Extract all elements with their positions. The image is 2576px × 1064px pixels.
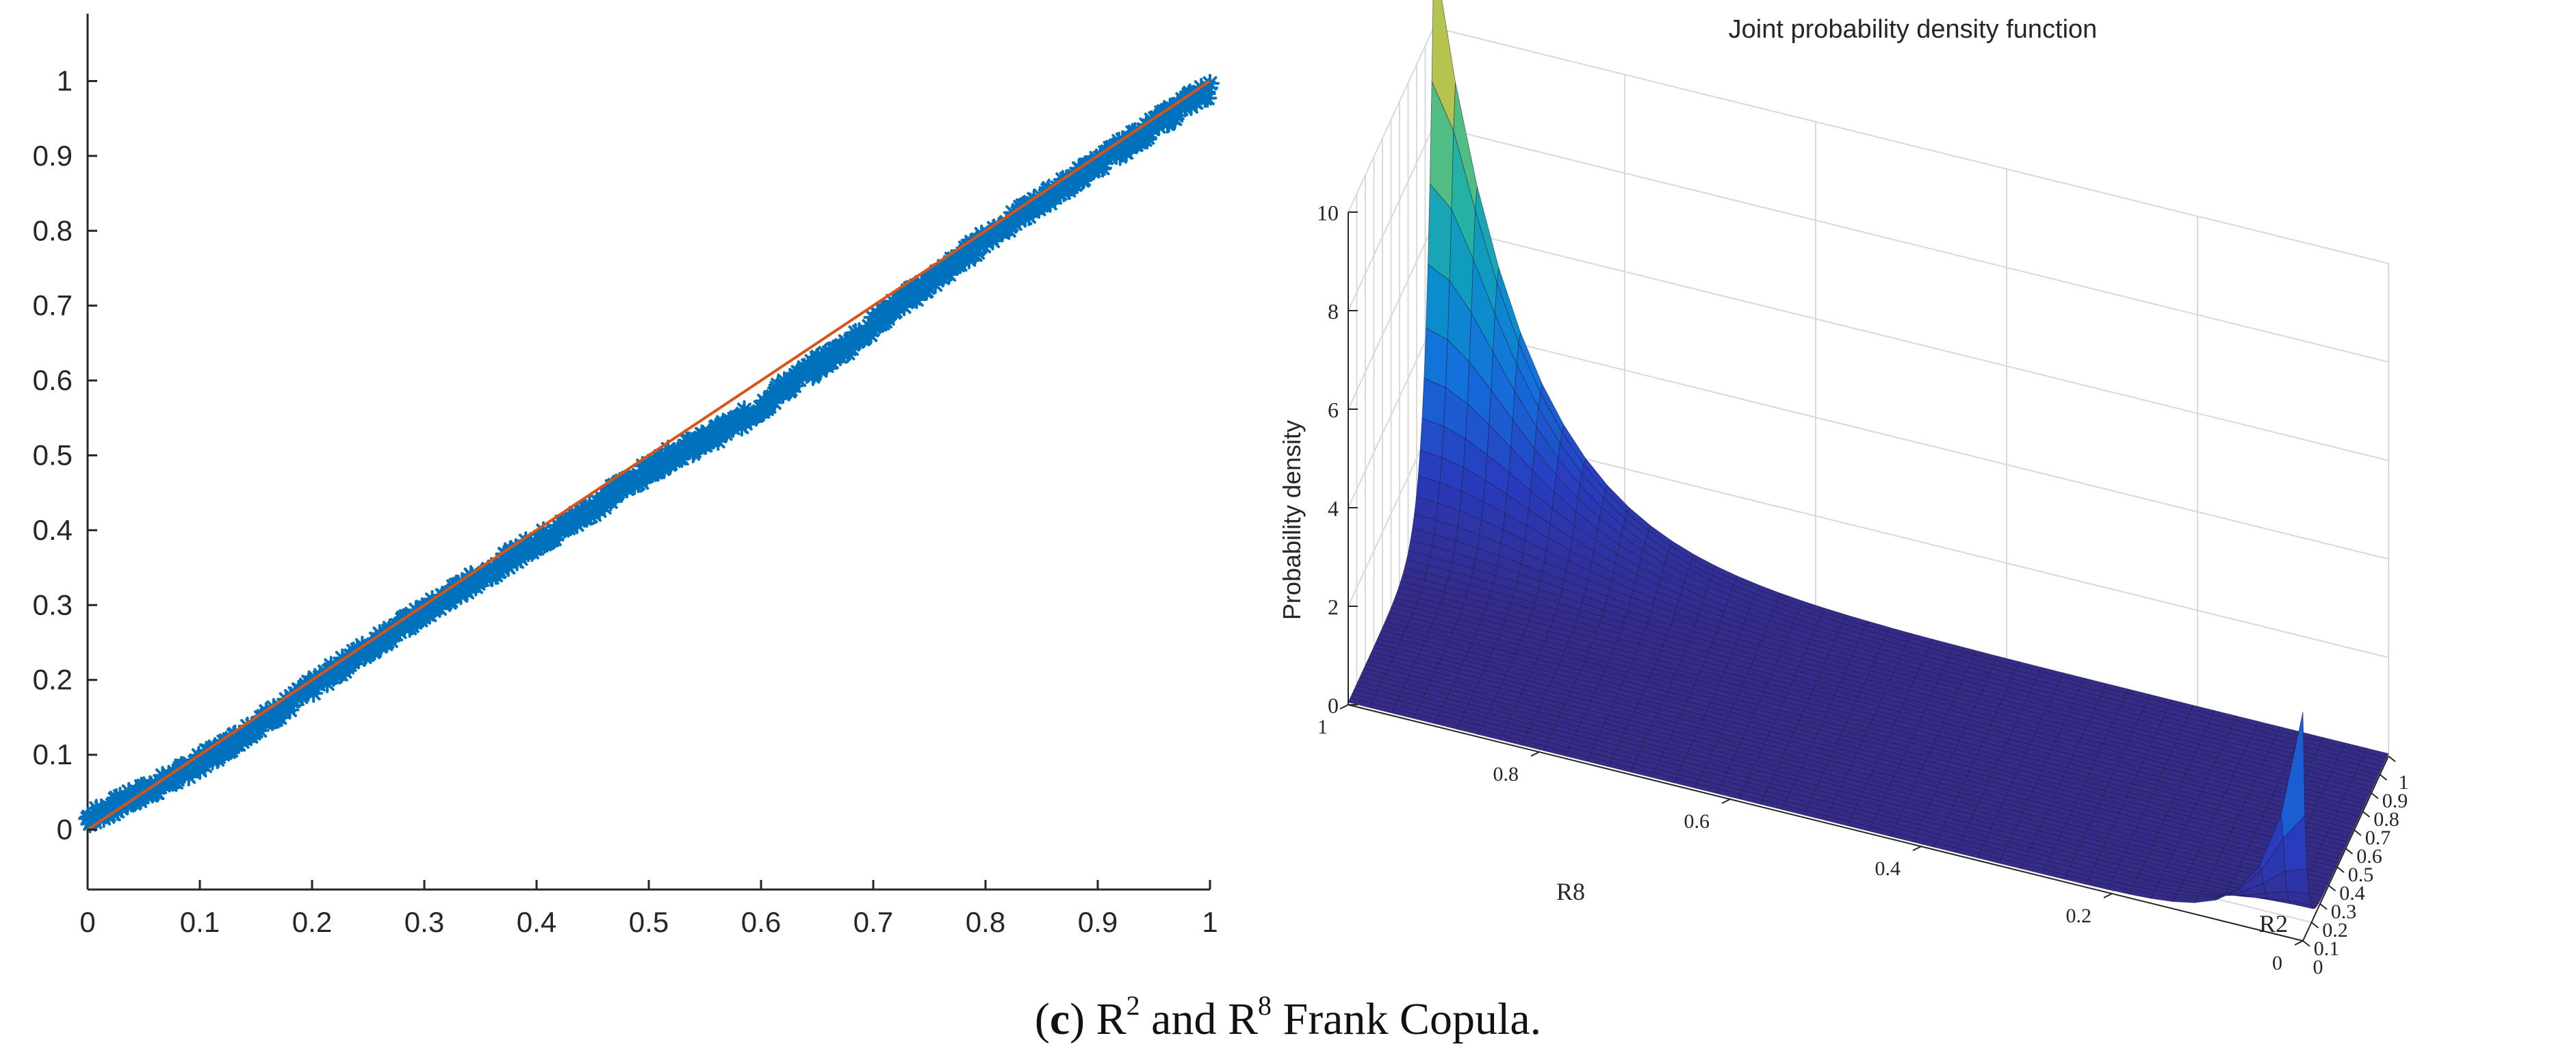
surface-x-tick-mark	[2362, 811, 2371, 818]
surface-x-tick-mark	[2328, 885, 2336, 892]
scatter-y-tick-label: 0.8	[33, 214, 73, 246]
surface-z-tick-label: 8	[1328, 299, 1339, 324]
caption-open-paren: (	[1034, 994, 1050, 1044]
scatter-plot: 0 0.1 0.2 0.3 0.4 0.5 0.6 0.7 0.8 0.9 1 0 0.1 0.2 0.3…	[33, 14, 1220, 938]
caption-r-symbol-1: R	[1096, 994, 1126, 1044]
scatter-x-tick-label: 0.2	[292, 906, 332, 938]
surface-y-tick-label: 0	[2272, 952, 2282, 974]
scatter-y-tick-label: 0.2	[33, 664, 73, 696]
scatter-axes	[86, 14, 1210, 891]
surface-y-tick-mark	[1339, 704, 1349, 710]
scatter-y-tick-label: 0.6	[33, 364, 73, 396]
scatter-x-tick-label: 0.6	[741, 906, 781, 938]
scatter-y-tick-label: 1	[57, 64, 73, 96]
surface-x-tick-mark	[2354, 829, 2362, 836]
surface-x-tick-label: 0.3	[2331, 900, 2357, 923]
caption-suffix: Frank Copula.	[1271, 994, 1542, 1044]
scatter-x-tick-label: 0.7	[853, 906, 893, 938]
surface-z-tick-label: 2	[1328, 595, 1339, 619]
surface-x-tick-mark	[2319, 903, 2328, 910]
surface-y-tick-mark	[1912, 846, 1922, 851]
scatter-y-ticks: 0 0.1 0.2 0.3 0.4 0.5 0.6 0.7 0.8 0.9 1	[33, 64, 97, 845]
surface-grid-line	[1348, 26, 2389, 264]
caption-middle: and	[1139, 994, 1228, 1044]
scatter-x-tick-label: 0	[79, 906, 95, 938]
surface-z-tick-label: 4	[1328, 496, 1339, 521]
surface-x-tick-label: 0	[2313, 956, 2323, 978]
surface-x-ticks: 00.10.20.30.40.50.60.70.80.91	[2302, 755, 2409, 978]
surface-patch	[2280, 712, 2306, 840]
surface-x-tick-mark	[2388, 755, 2396, 762]
surface-x-tick-mark	[2345, 848, 2354, 855]
scatter-y-tick-label: 0.1	[33, 738, 73, 770]
surface-x-tick-label: 0.7	[2365, 827, 2391, 849]
surface-y-tick-label: 0.2	[2066, 905, 2092, 927]
surface-plot: Joint probability density function 0 2 4 6 8…	[1278, 0, 2409, 978]
surface-x-tick-label: 0.9	[2382, 790, 2408, 812]
scatter-y-tick-label: 0	[57, 813, 73, 845]
surface-x-tick-mark	[2336, 866, 2345, 873]
scatter-fit-line	[86, 79, 1211, 831]
caption-sup-1: 2	[1126, 990, 1140, 1021]
surface-patch	[2284, 868, 2309, 894]
surface-z-tick-label: 0	[1328, 693, 1339, 718]
surface-z-ticks: 0 2 4 6 8 10	[1317, 200, 1358, 718]
surface-y-tick-mark	[2103, 893, 2113, 898]
caption-close-paren: )	[1070, 994, 1085, 1044]
surface-x-tick-mark	[2302, 940, 2310, 947]
surface-y-tick-label: 1	[1317, 716, 1328, 738]
surface-x-tick-label: 0.2	[2322, 919, 2348, 942]
scatter-x-tick-label: 0.5	[629, 906, 669, 938]
figure-caption: (c) R2 and R8 Frank Copula.	[0, 992, 2576, 1046]
scatter-x-ticks: 0 0.1 0.2 0.3 0.4 0.5 0.6 0.7 0.8 0.9 1	[79, 880, 1218, 938]
surface-x-tick-label: 0.1	[2314, 937, 2340, 960]
scatter-fit-line-path	[86, 79, 1211, 831]
scatter-y-tick-label: 0.7	[33, 289, 73, 322]
scatter-x-tick-label: 0.4	[517, 906, 556, 938]
surface-x-tick-mark	[2371, 792, 2379, 799]
caption-letter: c	[1049, 994, 1070, 1044]
surface-y-tick-label: 0.6	[1684, 810, 1710, 833]
scatter-x-tick-label: 0.3	[404, 906, 444, 938]
surface-x-tick-label: 0.8	[2373, 808, 2399, 831]
surface-y-tick-mark	[1530, 751, 1540, 757]
surface-y-axis	[1348, 704, 2304, 942]
surface-y-ticks: 0 0.2 0.4 0.6 0.8 1	[1317, 704, 2304, 974]
scatter-x-tick-label: 0.9	[1078, 906, 1118, 938]
surface-z-tick-label: 10	[1317, 200, 1339, 225]
surface-x-tick-label: 0.5	[2348, 864, 2374, 886]
surface-y-tick-mark	[2294, 940, 2304, 946]
scatter-y-tick-label: 0.9	[33, 140, 73, 172]
surface-x-tick-mark	[2310, 922, 2319, 929]
surface-x-label: R2	[2259, 910, 2288, 937]
surface-mesh	[1348, 0, 2389, 909]
surface-x-tick-label: 0.6	[2356, 845, 2382, 868]
caption-r-symbol-2: R	[1227, 994, 1258, 1044]
surface-x-tick-label: 1	[2399, 771, 2409, 794]
scatter-y-tick-label: 0.5	[33, 439, 73, 471]
surface-z-label: Probability density	[1278, 420, 1306, 620]
caption-sup-2: 8	[1257, 990, 1272, 1021]
scatter-x-tick-label: 1	[1202, 906, 1218, 938]
surface-z-tick-label: 6	[1328, 398, 1339, 422]
scatter-y-tick-label: 0.3	[33, 588, 73, 621]
surface-x-tick-label: 0.4	[2339, 882, 2365, 905]
surface-y-label: R8	[1556, 878, 1585, 905]
surface-y-tick-mark	[1721, 799, 1731, 804]
surface-y-tick-label: 0.8	[1493, 763, 1519, 786]
scatter-x-tick-label: 0.8	[966, 906, 1005, 938]
surface-x-tick-mark	[2379, 774, 2388, 781]
scatter-y-tick-label: 0.4	[33, 514, 73, 546]
surface-y-tick-label: 0.4	[1875, 857, 1901, 880]
surface-title: Joint probability density function	[1729, 15, 2098, 44]
scatter-x-tick-label: 0.1	[180, 906, 220, 938]
